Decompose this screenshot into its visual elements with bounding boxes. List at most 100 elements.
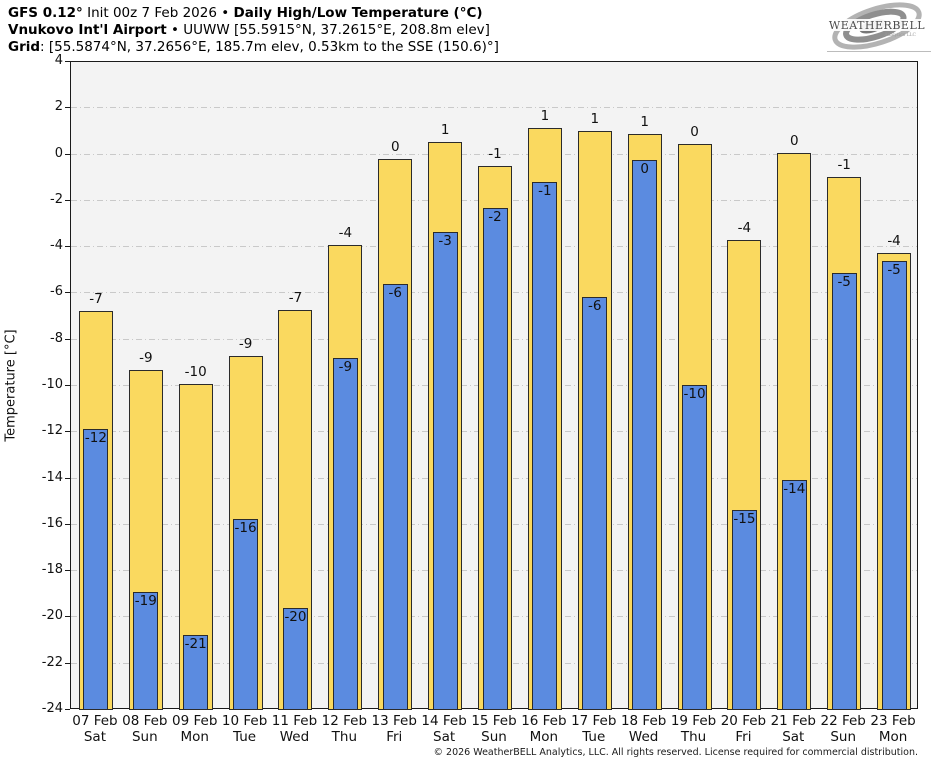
low-bar xyxy=(282,608,308,710)
x-tick-label: 18 Feb Wed xyxy=(609,713,679,745)
x-tick-day: Sun xyxy=(481,729,507,745)
high-value-label: -4 xyxy=(737,220,752,237)
x-tick-label: 15 Feb Sun xyxy=(459,713,529,745)
x-tick-day: Sun xyxy=(830,729,857,745)
low-bar xyxy=(632,160,658,710)
x-tick-date: 12 Feb xyxy=(321,713,368,729)
high-value-label: -9 xyxy=(238,335,253,352)
y-axis-tick xyxy=(65,199,70,201)
x-tick-label: 17 Feb Tue xyxy=(559,713,629,745)
x-tick-date: 09 Feb xyxy=(172,713,218,729)
x-tick-date: 16 Feb xyxy=(521,713,567,729)
low-value-label: -9 xyxy=(338,359,353,376)
low-bar xyxy=(731,509,757,710)
x-tick-label: 08 Feb Sun xyxy=(110,713,180,745)
x-tick-day: Thu xyxy=(331,729,358,745)
x-tick-day: Wed xyxy=(279,729,310,745)
y-tick-label: -14 xyxy=(41,469,63,485)
x-tick-date: 07 Feb xyxy=(72,713,118,729)
header-line-2: Vnukovo Int'l Airport • UUWW [55.5915°N,… xyxy=(8,22,490,38)
low-bar xyxy=(781,479,807,710)
x-tick-day: Fri xyxy=(386,729,403,745)
y-axis-tick xyxy=(65,570,70,572)
x-tick-label: 21 Feb Sat xyxy=(758,713,828,745)
x-tick-date: 14 Feb xyxy=(421,713,467,729)
low-value-label: -6 xyxy=(588,297,602,314)
x-tick-date: 23 Feb xyxy=(870,713,916,729)
low-bar xyxy=(332,358,358,710)
logo-subtext: Analytics LLC xyxy=(883,32,916,38)
low-value-label: -2 xyxy=(488,208,502,225)
low-bar xyxy=(432,232,458,710)
x-tick-day: Mon xyxy=(529,729,559,745)
low-value-label: 0 xyxy=(640,161,649,178)
chart-header: GFS 0.12° Init 00z 7 Feb 2026 • Daily Hi… xyxy=(8,5,499,56)
low-bar xyxy=(183,634,209,710)
y-tick-label: -22 xyxy=(41,654,63,670)
header-line-1: GFS 0.12° Init 00z 7 Feb 2026 • Daily Hi… xyxy=(8,5,483,21)
x-tick-label: 10 Feb Tue xyxy=(210,713,280,745)
y-axis-tick xyxy=(65,61,70,62)
high-value-label: -10 xyxy=(184,363,207,380)
x-tick-label: 11 Feb Wed xyxy=(259,713,329,745)
copyright-notice: © 2026 WeatherBELL Analytics, LLC. All r… xyxy=(433,747,918,758)
y-axis-tick xyxy=(65,246,70,248)
y-tick-label: -8 xyxy=(50,330,63,346)
low-value-label: -21 xyxy=(184,635,207,652)
high-value-label: -4 xyxy=(887,232,901,249)
x-tick-label: 13 Feb Fri xyxy=(359,713,429,745)
low-bar xyxy=(532,182,558,710)
high-value-label: 0 xyxy=(690,124,699,141)
high-value-label: -1 xyxy=(837,156,851,173)
x-tick-label: 09 Feb Mon xyxy=(160,713,230,745)
y-axis-title: Temperature [°C] xyxy=(3,329,19,442)
x-tick-day: Mon xyxy=(878,729,908,745)
x-tick-day: Sat xyxy=(782,729,805,745)
low-value-label: -15 xyxy=(733,510,756,527)
x-tick-day: Wed xyxy=(628,729,659,745)
low-bar xyxy=(133,591,159,710)
low-value-label: -5 xyxy=(837,273,851,290)
y-axis-tick xyxy=(65,523,70,525)
y-tick-label: -24 xyxy=(41,701,63,716)
y-tick-label: 0 xyxy=(54,145,63,161)
high-value-label: -1 xyxy=(488,146,502,163)
x-tick-date: 19 Feb xyxy=(670,713,717,729)
model-init-label: GFS 0.12° xyxy=(8,5,83,21)
low-bar xyxy=(831,272,857,710)
gridline xyxy=(71,153,917,155)
y-axis-tick xyxy=(65,292,70,294)
y-tick-label: -20 xyxy=(41,608,63,624)
high-value-label: 1 xyxy=(640,113,649,130)
low-value-label: -14 xyxy=(783,480,806,497)
x-tick-date: 20 Feb xyxy=(720,713,767,729)
x-tick-label: 12 Feb Thu xyxy=(309,713,379,745)
y-axis-tick xyxy=(65,709,70,710)
y-tick-label: -18 xyxy=(41,562,63,578)
high-value-label: -7 xyxy=(89,290,103,307)
low-bar xyxy=(233,519,259,710)
low-bar xyxy=(382,284,408,710)
low-value-label: -3 xyxy=(438,233,452,250)
y-tick-label: -12 xyxy=(41,423,63,439)
low-value-label: -19 xyxy=(134,592,157,609)
low-value-label: -5 xyxy=(887,262,901,279)
grid-label: Grid xyxy=(8,39,41,55)
x-tick-label: 14 Feb Sat xyxy=(409,713,479,745)
x-tick-day: Tue xyxy=(582,729,606,745)
high-value-label: 1 xyxy=(590,111,600,128)
chart-title: Daily High/Low Temperature (°C) xyxy=(233,5,483,21)
high-value-label: 1 xyxy=(440,121,450,138)
low-value-label: -1 xyxy=(538,183,552,200)
low-bar xyxy=(482,207,508,710)
y-axis-tick xyxy=(65,662,70,664)
gridline xyxy=(71,107,917,109)
y-axis-tick xyxy=(65,431,70,433)
x-tick-date: 10 Feb xyxy=(221,713,268,729)
x-tick-day: Sat xyxy=(83,729,106,745)
low-bar xyxy=(682,384,708,710)
low-bar xyxy=(582,296,608,710)
logo-underline xyxy=(827,51,931,52)
y-tick-label: -10 xyxy=(41,377,63,392)
